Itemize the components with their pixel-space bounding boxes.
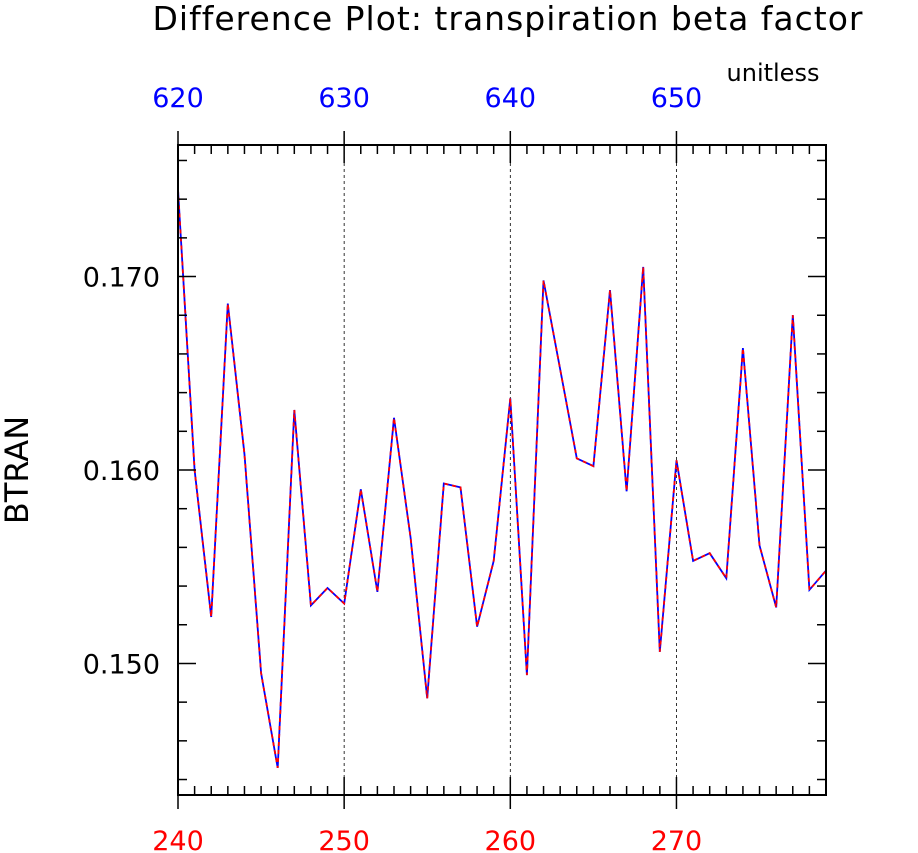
x-tick-label: 250	[318, 826, 370, 853]
y-axis-label: BTRAN	[0, 416, 36, 524]
plot-series	[177, 189, 827, 769]
x-tick-label: 240	[152, 826, 204, 853]
x-top-tick-label: 630	[318, 83, 370, 114]
y-tick-label: 0.150	[83, 649, 160, 680]
plot-frame	[177, 144, 827, 796]
x-top-tick-label: 650	[651, 83, 703, 114]
chart-title: Difference Plot: transpiration beta fact…	[153, 0, 864, 38]
x-top-tick-label: 620	[152, 83, 204, 114]
y-tick-label: 0.170	[83, 263, 160, 294]
tick-labels: 240 250 260 270 620 630 640 650 0.150 0.160 0.170	[83, 83, 703, 853]
x-top-tick-label: 640	[485, 83, 537, 114]
x-tick-label: 270	[651, 826, 703, 853]
x-tick-label: 260	[485, 826, 537, 853]
grid-lines	[343, 145, 677, 795]
axis-ticks	[177, 131, 827, 809]
series-line	[177, 189, 827, 769]
units-label: unitless	[727, 59, 820, 87]
y-tick-label: 0.160	[83, 456, 160, 487]
